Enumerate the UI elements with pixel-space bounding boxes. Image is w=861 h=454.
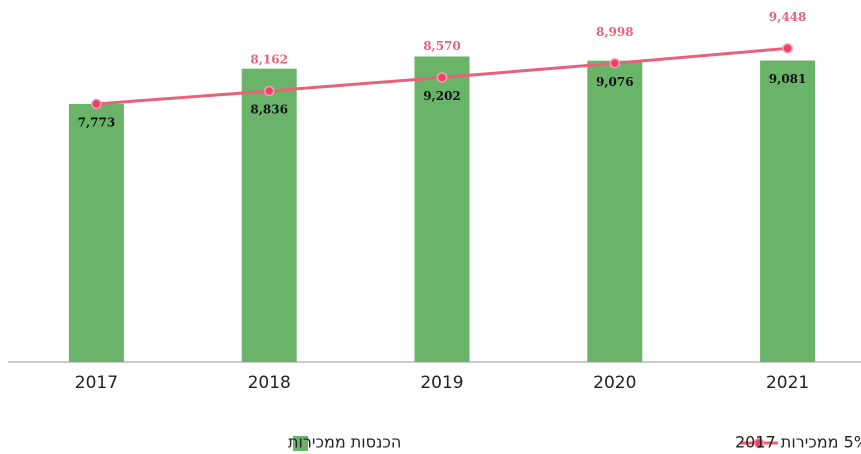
bar-value-label: 9,081 [769,72,807,86]
line-value-label: 8,570 [423,39,461,53]
bar-value-label: 9,076 [596,75,634,89]
line-point [263,85,275,97]
legend-label: הכנסות ממכירות [288,433,401,452]
x-tick-label: 2020 [593,373,636,393]
line-point [782,43,793,54]
x-tick-label: 2017 [75,373,118,393]
legend-label: בהנחת צמיחה בשיעור 5% ממכירות 2017 [735,433,861,452]
line-value-label: 8,998 [596,25,634,39]
bar [587,60,643,363]
bar [414,56,470,363]
line-value-label: 9,448 [769,10,807,24]
bar-value-label: 8,836 [250,103,288,117]
bar [760,60,816,362]
legend-swatch [293,436,308,451]
x-tick-label: 2021 [766,373,809,393]
legend-marker [753,437,765,449]
bar-value-label: 7,773 [78,115,116,129]
x-tick-label: 2018 [248,373,291,393]
line-point [609,58,621,69]
line-value-label: 8,162 [250,53,288,67]
bar [68,103,124,362]
bar [241,68,297,362]
line-point [436,72,448,83]
bar-value-label: 9,202 [423,89,461,103]
line-point [91,98,102,110]
x-tick-label: 2019 [420,373,463,393]
